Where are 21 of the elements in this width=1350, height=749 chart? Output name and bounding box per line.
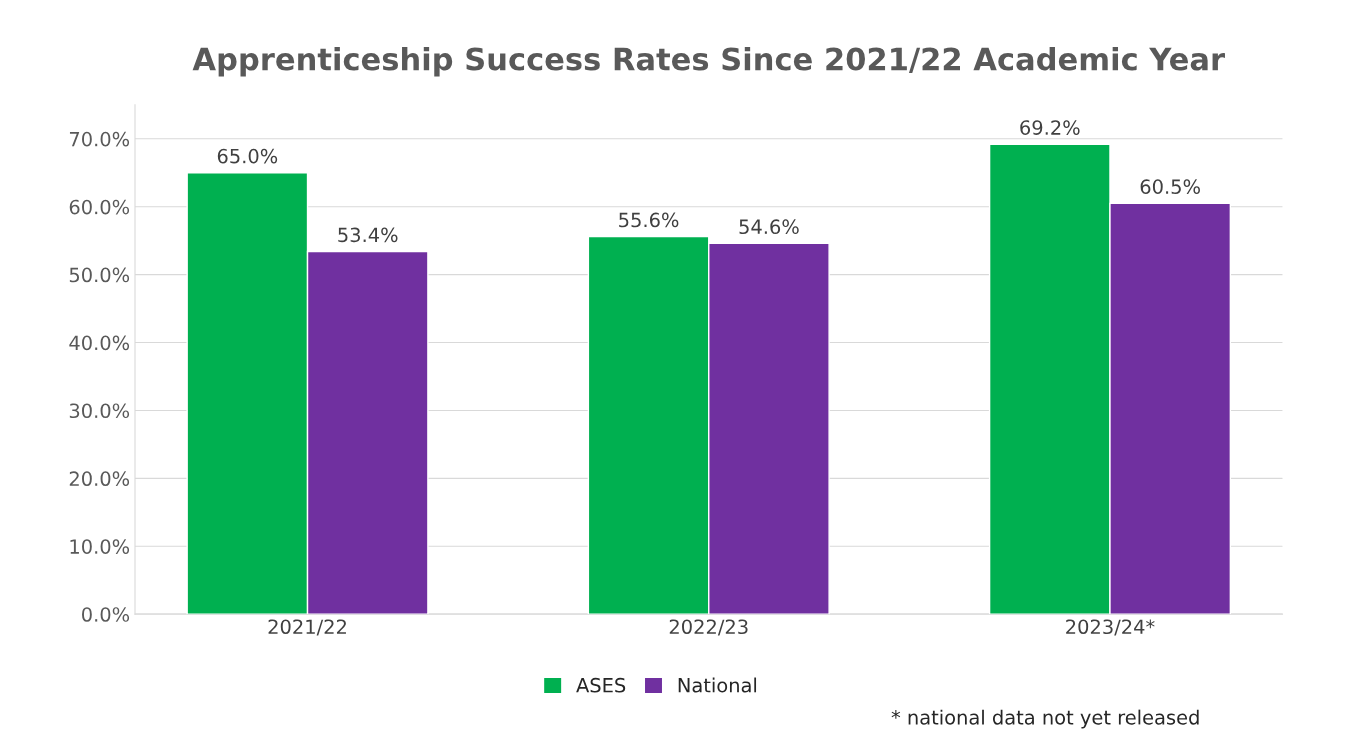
legend-label: National [678, 677, 757, 693]
y-tick-label: 20.0% [69, 471, 130, 487]
x-tick-label: 2021/22 [268, 619, 346, 636]
text: * national data not yet released [891, 709, 1199, 729]
y-tick-label: 50.0% [69, 267, 130, 283]
x-tick-label: 2022/23 [669, 619, 748, 636]
y-tick-label: 10.0% [70, 539, 130, 554]
y-tick-label: 60.0% [69, 199, 130, 215]
data-label: 65.0% [217, 148, 278, 164]
data-label: 60.5% [1140, 179, 1200, 195]
chart-title: Apprenticeship Success Rates Since 2021/22 Academic Year [192, 46, 1225, 77]
data-label: 54.6% [739, 219, 799, 235]
data-label: 53.4% [338, 227, 398, 243]
legend-label: ASES [576, 677, 626, 693]
y-tick-label: 70.0% [69, 131, 130, 147]
data-label: 55.6% [619, 212, 679, 228]
data-label: 69.2% [1020, 120, 1080, 135]
y-tick-label: 30.0% [69, 403, 130, 419]
y-tick-label: 40.0% [69, 335, 130, 351]
x-tick-label: 2023/24* [1066, 619, 1155, 636]
y-tick-label: 0.0% [82, 607, 130, 622]
